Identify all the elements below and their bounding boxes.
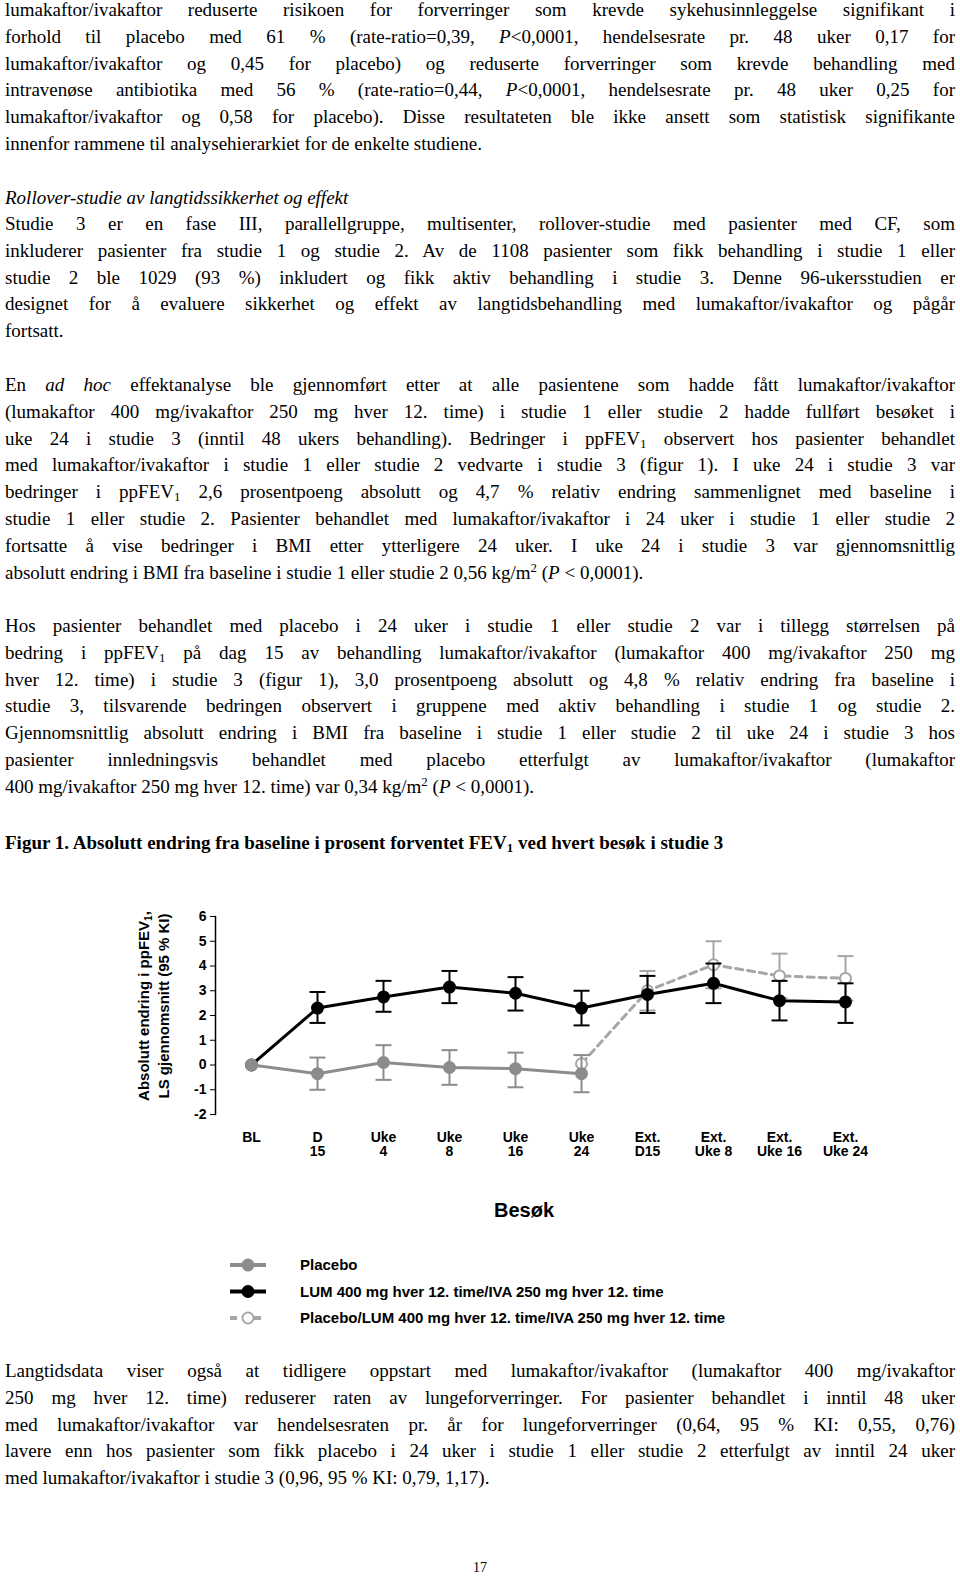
svg-text:3: 3	[199, 982, 207, 998]
html-text:designet for å evaluere sikker: designet for å evaluere sikkerhet og eff…	[5, 293, 955, 315]
svg-text:Uke4: Uke4	[371, 1129, 397, 1159]
html-text:absolutt endring i BMI fra bas: absolutt endring i BMI fra baseline i st…	[5, 559, 644, 583]
html-text:250 mg hver 12. time) redusere: 250 mg hver 12. time) reduserer raten av…	[5, 1386, 955, 1408]
svg-text:Uke8: Uke8	[437, 1129, 463, 1159]
html-text:Gjennomsnittlig absolutt endri: Gjennomsnittlig absolutt endring i BMI f…	[5, 722, 955, 744]
html-text:med lumakaftor/ivakaftor i stu: med lumakaftor/ivakaftor i studie 1 elle…	[5, 454, 955, 476]
svg-text:Placebo/LUM 400 mg hver 12. ti: Placebo/LUM 400 mg hver 12. time/IVA 250…	[300, 1309, 725, 1326]
html-text:bedringer i ppFEV1: bedringer i ppFEV1	[5, 481, 181, 505]
svg-text:Placebo: Placebo	[300, 1256, 358, 1273]
svg-text:4: 4	[199, 957, 207, 973]
html-text:Rollover-studie av langtidssik: Rollover-studie av langtidssikkerhet og …	[5, 187, 349, 208]
svg-text:Ext.Uke 16: Ext.Uke 16	[757, 1129, 802, 1159]
svg-text:0: 0	[199, 1056, 207, 1072]
svg-text:Uke24: Uke24	[569, 1129, 595, 1159]
html-text:pasienter innledningsvis behan: pasienter innledningsvis behandlet med p…	[5, 749, 955, 770]
svg-text:1: 1	[199, 1032, 207, 1048]
svg-text:2: 2	[199, 1007, 207, 1023]
html-text:inkluderer pasienter fra studi: inkluderer pasienter fra studie 1 og stu…	[5, 239, 955, 261]
html-text:LS gjennomsnitt (95 % KI): LS gjennomsnitt (95 % KI)	[155, 913, 172, 1099]
svg-text:6: 6	[199, 908, 207, 924]
svg-text:5: 5	[199, 933, 207, 949]
html-text:intravenøse antibiotika med 56: intravenøse antibiotika med 56 % (rate-r…	[5, 79, 955, 101]
html-text:studie 1 eller studie 2. Pasie: studie 1 eller studie 2. Pasienter behan…	[5, 508, 955, 529]
html-text:lumakaftor/ivakaftor reduserte: lumakaftor/ivakaftor reduserte risikoen …	[5, 0, 955, 20]
html-text:Hos pasienter behandlet med pl: Hos pasienter behandlet med placebo i 24…	[5, 615, 955, 636]
svg-text:-2: -2	[194, 1106, 207, 1122]
html-text:med lumakaftor/ivakaftor i stu: med lumakaftor/ivakaftor i studie 3 (0,9…	[5, 1467, 490, 1489]
html-text:400 mg/ivakaftor 250 mg hver 1: 400 mg/ivakaftor 250 mg hver 12. time) v…	[5, 773, 534, 797]
html-text:forhold til placebo med 61 % (: forhold til placebo med 61 % (rate-ratio…	[5, 25, 955, 47]
html-text:bedring i ppFEV1på dag 15 av b: bedring i ppFEV1på dag 15 av behandling …	[5, 641, 955, 665]
svg-text:Uke16: Uke16	[503, 1129, 529, 1159]
svg-text:-1: -1	[194, 1081, 207, 1097]
html-text:Absolutt endring i ppFEV: Absolutt endring i ppFEV	[135, 920, 152, 1101]
html-text:lumakaftor/ivakaftor og 0,45 f: lumakaftor/ivakaftor og 0,45 for placebo…	[5, 52, 955, 74]
svg-text:D15: D15	[310, 1129, 326, 1159]
html-text:studie 3, tilsvarende bedringe: studie 3, tilsvarende bedringen observer…	[5, 695, 955, 717]
html-text:(lumakaftor 400 mg/ivakaftor 2: (lumakaftor 400 mg/ivakaftor 250 mg hver…	[5, 400, 955, 422]
html-text:En ad hoc effektanalyse ble gj: En ad hoc effektanalyse ble gjennomført …	[5, 374, 955, 395]
html-text:hver 12. time) i studie 3 (fig: hver 12. time) i studie 3 (figur 1), 3,0…	[5, 668, 955, 690]
html-text:innenfor rammene til analysehi: innenfor rammene til analysehierarkiet f…	[5, 133, 482, 154]
html-text:studie 2 ble 1029 (93 %) inklu: studie 2 ble 1029 (93 %) inkludert og fi…	[5, 266, 955, 288]
html-text:2,6 prosentpoeng absolutt og 4: 2,6 prosentpoeng absolutt og 4,7 % relat…	[180, 481, 955, 503]
html-text:med lumakaftor/ivakaftor var h: med lumakaftor/ivakaftor var hendelsesra…	[5, 1413, 955, 1435]
svg-text:LUM 400 mg hver 12. time/IVA 2: LUM 400 mg hver 12. time/IVA 250 mg hver…	[300, 1283, 663, 1300]
html-text:Studie 3 er en fase III, paral: Studie 3 er en fase III, parallellgruppe…	[5, 213, 955, 234]
svg-text:Ext.Uke 24: Ext.Uke 24	[823, 1129, 868, 1159]
html-text:17: 17	[473, 1560, 487, 1575]
html-text:Figur 1. Absolutt endring fra: Figur 1. Absolutt endring fra baseline i…	[5, 832, 724, 856]
html-text:fortsatt.: fortsatt.	[5, 320, 64, 342]
svg-text:BL: BL	[242, 1129, 261, 1145]
html-text:1: 1	[142, 915, 154, 921]
svg-text:Ext.D15: Ext.D15	[635, 1129, 661, 1159]
html-text:Langtidsdata viser også at tid: Langtidsdata viser også at tidligere opp…	[5, 1360, 955, 1381]
svg-text:Ext.Uke 8: Ext.Uke 8	[695, 1129, 733, 1159]
html-text:lavere enn hos pasienter som f: lavere enn hos pasienter som fikk placeb…	[5, 1440, 955, 1462]
html-text:fortsatte å vise bedringer i B: fortsatte å vise bedringer i BMI etter y…	[5, 534, 955, 556]
html-text:lumakaftor/ivakaftor og 0,58 f: lumakaftor/ivakaftor og 0,58 for placebo…	[5, 106, 955, 128]
html-text:Besøk: Besøk	[494, 1199, 554, 1221]
html-text:uke 24 i studie 3 (inntil 48 u: uke 24 i studie 3 (inntil 48 ukers behan…	[5, 427, 955, 451]
